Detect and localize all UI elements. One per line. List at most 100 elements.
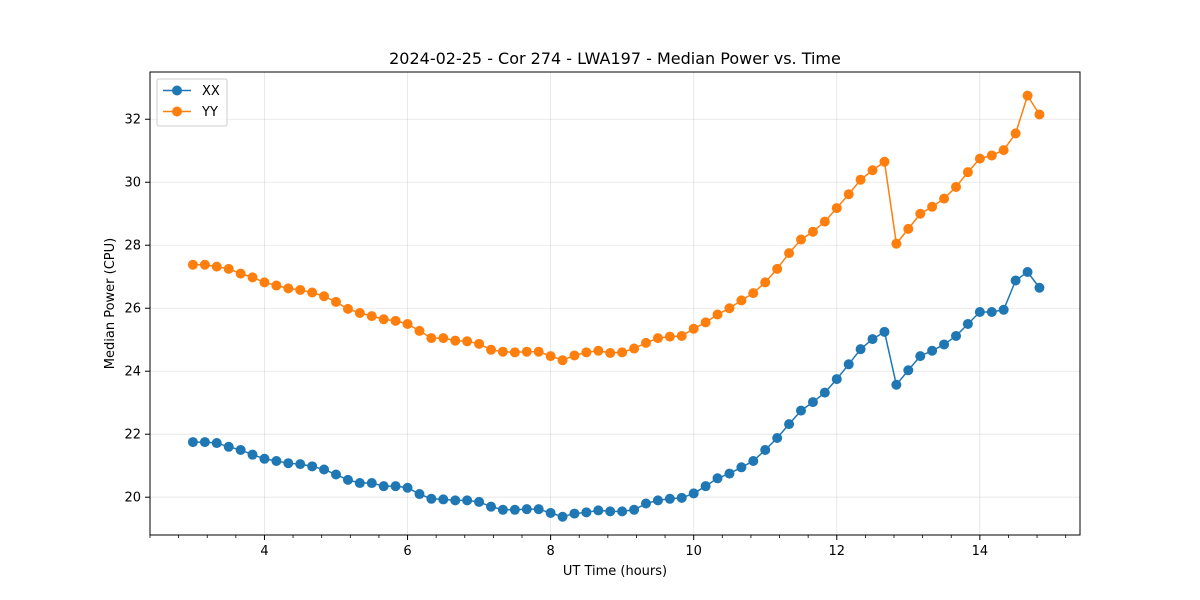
data-point-yy <box>962 167 973 178</box>
data-point-xx <box>962 318 973 329</box>
data-point-xx <box>915 351 926 362</box>
data-point-xx <box>772 432 783 443</box>
data-point-xx <box>819 387 830 398</box>
data-point-xx <box>569 508 580 519</box>
data-point-xx <box>474 496 485 507</box>
data-point-xx <box>223 441 234 452</box>
data-point-xx <box>319 464 330 475</box>
data-point-xx <box>986 307 997 318</box>
data-point-yy <box>760 277 771 288</box>
data-point-xx <box>557 511 568 522</box>
plot-frame <box>149 71 1081 536</box>
data-point-xx <box>307 461 318 472</box>
data-point-yy <box>187 259 198 270</box>
data-point-yy <box>235 268 246 279</box>
data-point-yy <box>462 336 473 347</box>
data-point-yy <box>927 201 938 212</box>
data-point-xx <box>855 344 866 355</box>
grid <box>150 72 1080 535</box>
data-point-xx <box>426 493 437 504</box>
data-point-xx <box>712 473 723 484</box>
x-tick-label: 4 <box>260 544 268 559</box>
x-tick-label: 14 <box>972 544 989 559</box>
data-point-xx <box>831 374 842 385</box>
data-point-xx <box>879 326 890 337</box>
data-point-yy <box>1034 109 1045 120</box>
data-point-yy <box>652 333 663 344</box>
data-point-xx <box>903 365 914 376</box>
data-point-yy <box>819 216 830 227</box>
data-point-yy <box>402 318 413 329</box>
data-point-yy <box>331 296 341 307</box>
data-point-yy <box>855 174 866 185</box>
series-layer <box>187 90 1045 522</box>
data-point-xx <box>354 478 365 489</box>
data-point-xx <box>331 469 341 480</box>
data-point-yy <box>390 315 401 326</box>
data-point-xx <box>271 455 282 466</box>
data-point-xx <box>342 474 353 485</box>
data-point-yy <box>366 311 377 322</box>
x-tick-label: 8 <box>546 544 554 559</box>
data-point-yy <box>438 333 449 344</box>
y-tick-label: 24 <box>124 365 141 380</box>
y-tick-label: 30 <box>124 176 141 191</box>
data-point-yy <box>521 346 532 357</box>
data-point-xx <box>605 506 616 517</box>
data-point-yy <box>497 346 508 357</box>
data-point-xx <box>593 505 604 516</box>
data-point-yy <box>903 223 914 234</box>
data-point-xx <box>414 489 425 500</box>
data-point-yy <box>629 343 640 354</box>
data-point-yy <box>688 323 699 334</box>
data-point-xx <box>295 459 306 470</box>
data-point-yy <box>569 350 580 361</box>
data-point-xx <box>700 481 711 492</box>
data-point-xx <box>760 444 771 455</box>
data-point-xx <box>366 478 377 489</box>
data-point-yy <box>295 284 306 295</box>
data-point-xx <box>796 405 806 416</box>
data-point-yy <box>772 263 783 274</box>
data-point-xx <box>688 488 699 499</box>
data-point-xx <box>640 498 651 509</box>
data-point-yy <box>223 263 234 274</box>
data-point-xx <box>1010 275 1021 286</box>
data-point-yy <box>640 337 651 348</box>
data-point-xx <box>438 494 449 505</box>
data-point-yy <box>414 325 425 336</box>
data-point-yy <box>748 288 759 299</box>
data-point-xx <box>676 492 687 503</box>
x-tick-label: 10 <box>685 544 702 559</box>
data-point-xx <box>533 504 544 515</box>
data-point-yy <box>736 295 747 306</box>
data-point-yy <box>867 165 878 176</box>
data-point-yy <box>474 338 485 349</box>
x-tick-label: 12 <box>828 544 845 559</box>
data-point-xx <box>748 455 759 466</box>
data-point-xx <box>724 468 735 479</box>
data-point-yy <box>259 277 270 288</box>
data-point-xx <box>927 345 938 356</box>
data-point-xx <box>450 495 461 506</box>
data-point-xx <box>891 379 902 390</box>
data-point-yy <box>211 261 222 272</box>
legend: XX YY <box>156 78 228 127</box>
data-point-yy <box>891 238 902 249</box>
data-point-xx <box>462 495 473 506</box>
data-point-yy <box>378 314 389 325</box>
x-tick-label: 6 <box>403 544 411 559</box>
data-point-xx <box>1034 282 1045 293</box>
data-point-yy <box>915 208 926 219</box>
data-point-xx <box>951 330 962 341</box>
data-point-yy <box>986 150 997 161</box>
legend-label-yy: YY <box>201 105 218 120</box>
legend-marker-yy <box>172 106 182 117</box>
data-point-yy <box>796 234 806 245</box>
y-axis-label: Median Power (CPU) <box>103 238 118 369</box>
data-point-xx <box>211 438 222 449</box>
data-point-yy <box>1010 128 1021 139</box>
data-point-yy <box>319 291 330 302</box>
data-point-yy <box>1022 90 1033 101</box>
data-point-xx <box>283 458 294 469</box>
